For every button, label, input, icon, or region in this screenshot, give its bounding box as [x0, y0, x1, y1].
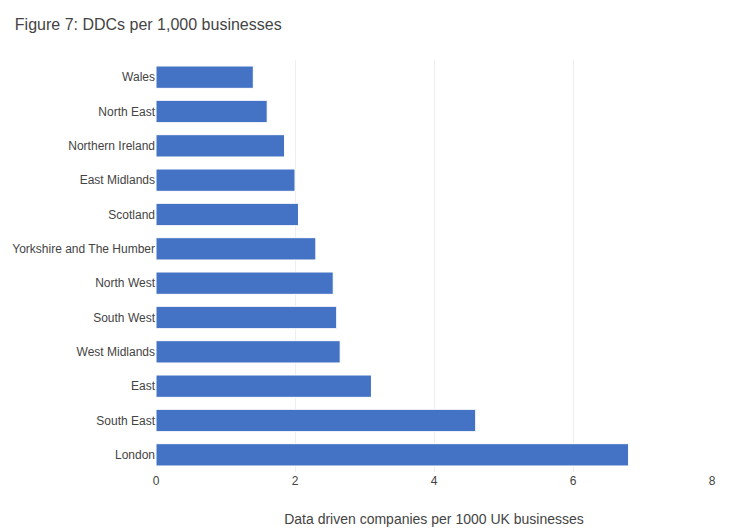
svg-text:Scotland: Scotland	[108, 208, 155, 222]
svg-text:London: London	[115, 448, 155, 462]
svg-text:East Midlands: East Midlands	[80, 173, 155, 187]
svg-text:East: East	[131, 379, 156, 393]
svg-text:4: 4	[431, 474, 438, 488]
svg-text:Northern Ireland: Northern Ireland	[68, 139, 155, 153]
svg-text:West Midlands: West Midlands	[77, 345, 155, 359]
svg-text:6: 6	[570, 474, 577, 488]
svg-text:Figure 7: DDCs per 1,000 busin: Figure 7: DDCs per 1,000 businesses	[15, 16, 282, 33]
svg-text:0: 0	[153, 474, 160, 488]
svg-text:South East: South East	[96, 414, 155, 428]
svg-text:Wales: Wales	[122, 70, 155, 84]
svg-text:8: 8	[709, 474, 716, 488]
svg-text:2: 2	[292, 474, 299, 488]
svg-text:South West: South West	[93, 311, 155, 325]
svg-text:North West: North West	[95, 276, 155, 290]
svg-text:North East: North East	[98, 105, 155, 119]
svg-text:Yorkshire and The Humber: Yorkshire and The Humber	[12, 242, 155, 256]
svg-text:Data driven companies per 1000: Data driven companies per 1000 UK busine…	[284, 511, 584, 527]
